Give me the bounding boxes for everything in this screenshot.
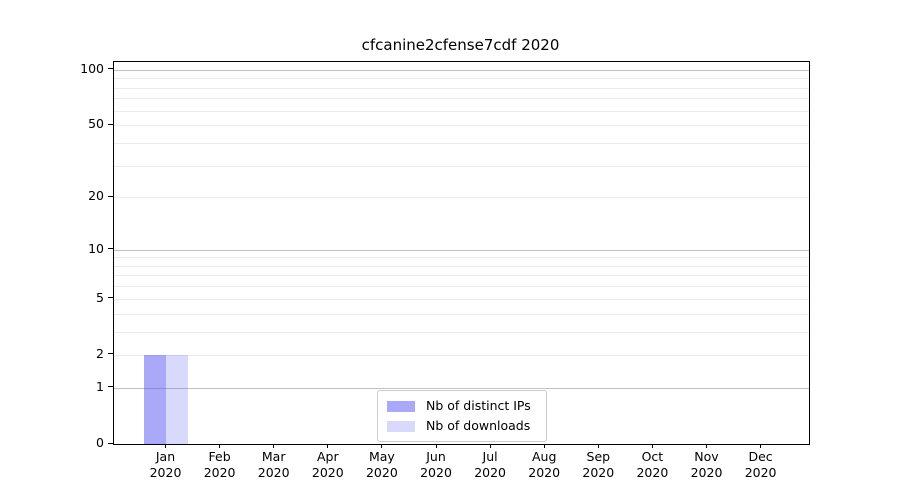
y-axis-tick-label: 100 [80,60,104,76]
x-axis-tick-mark [597,444,599,448]
x-axis-tick-mark [543,444,545,448]
y-axis-tick-mark [108,123,113,125]
gridline-minor [114,286,809,288]
x-axis-tick-mark [165,444,166,448]
x-axis-tick-label: Oct 2020 [620,449,684,481]
x-tick-month: May [368,449,395,464]
x-tick-year: 2020 [149,465,182,480]
gridline-minor [114,110,809,112]
x-tick-year: 2020 [582,465,615,480]
chart-title: cfcanine2cfense7cdf 2020 [361,36,560,54]
y-axis-tick-mark [108,386,113,388]
plot-area: Nb of distinct IPs Nb of downloads [113,61,810,445]
x-tick-month: Sep [586,449,611,464]
x-tick-year: 2020 [690,465,723,480]
y-axis-tick-label: 10 [88,240,104,256]
x-axis-tick-mark [381,444,383,448]
x-axis-tick-label: Sep 2020 [566,449,630,481]
x-axis-tick-label: Nov 2020 [675,449,739,481]
x-axis-tick-label: Feb 2020 [188,449,252,481]
gridline-minor [114,257,809,259]
gridline-minor [114,165,809,167]
x-axis-tick-mark [706,444,707,448]
legend-swatch-distinct-ips-icon [387,400,415,412]
x-tick-year: 2020 [744,465,777,480]
gridline-minor [114,125,809,127]
y-axis-tick-mark [108,68,113,70]
y-axis-tick-mark [108,353,113,355]
x-axis-tick-label: Jul 2020 [458,449,522,481]
x-axis-tick-label: Apr 2020 [296,449,360,481]
x-tick-year: 2020 [420,465,452,480]
x-tick-year: 2020 [636,465,669,480]
x-tick-month: Nov [694,449,719,464]
gridline-minor [114,354,809,356]
y-axis-tick-mark [108,442,113,444]
x-axis-tick-mark [489,444,491,448]
y-axis-tick-mark [108,297,113,299]
gridline-major [114,69,809,71]
x-tick-year: 2020 [257,465,290,480]
x-axis-tick-label: Jan 2020 [134,449,198,481]
legend-item-distinct-ips: Nb of distinct IPs [378,396,546,416]
bar-downloads [166,354,188,444]
x-tick-month: Jul [482,449,498,464]
x-tick-month: Mar [261,449,286,464]
x-tick-month: Jan [155,449,176,464]
gridline-minor [114,98,809,100]
y-axis-tick-label: 2 [96,345,104,361]
x-tick-month: Apr [316,449,339,464]
x-tick-year: 2020 [365,465,398,480]
gridline-major [114,387,809,389]
legend-label-distinct-ips: Nb of distinct IPs [426,398,531,413]
x-axis-tick-label: Aug 2020 [512,449,576,481]
x-tick-month: Feb [208,449,231,464]
gridline-minor [114,197,809,199]
x-tick-year: 2020 [474,465,506,480]
x-axis-tick-mark [435,444,437,448]
x-axis-tick-label: May 2020 [350,449,414,481]
x-axis-tick-label: Jun 2020 [404,449,468,481]
gridline-minor [114,78,809,80]
bar-distinct-ips [144,354,166,444]
x-axis-tick-mark [219,444,221,448]
x-tick-year: 2020 [311,465,344,480]
x-axis-tick-mark [327,444,329,448]
gridline-major [114,249,809,251]
x-tick-month: Dec [748,449,773,464]
x-tick-month: Oct [641,449,664,464]
x-axis-tick-label: Dec 2020 [729,449,793,481]
gridline-minor [114,265,809,267]
x-tick-year: 2020 [528,465,561,480]
legend-label-downloads: Nb of downloads [426,418,531,433]
y-axis-tick-label: 20 [88,188,104,204]
y-axis-tick-label: 5 [96,289,104,305]
x-axis-tick-mark [760,444,762,448]
x-axis-tick-mark [273,444,275,448]
x-tick-month: Aug [531,449,557,464]
y-axis-tick-label: 50 [88,116,104,132]
legend-swatch-downloads-icon [387,420,415,432]
gridline-minor [114,298,809,300]
gridline-minor [114,87,809,89]
x-axis-tick-label: Mar 2020 [242,449,306,481]
gridline-minor [114,275,809,277]
y-axis-tick-mark [108,248,113,249]
y-axis-tick-label: 0 [96,435,104,450]
legend: Nb of distinct IPs Nb of downloads [377,390,547,442]
x-tick-month: Jun [426,449,446,464]
y-axis-tick-label: 1 [96,378,104,394]
x-axis-tick-mark [651,444,653,448]
y-axis-tick-mark [108,195,113,197]
x-tick-year: 2020 [203,465,236,480]
gridline-minor [114,142,809,144]
gridline-minor [114,313,809,315]
gridline-minor [114,331,809,333]
legend-item-downloads: Nb of downloads [378,416,546,436]
